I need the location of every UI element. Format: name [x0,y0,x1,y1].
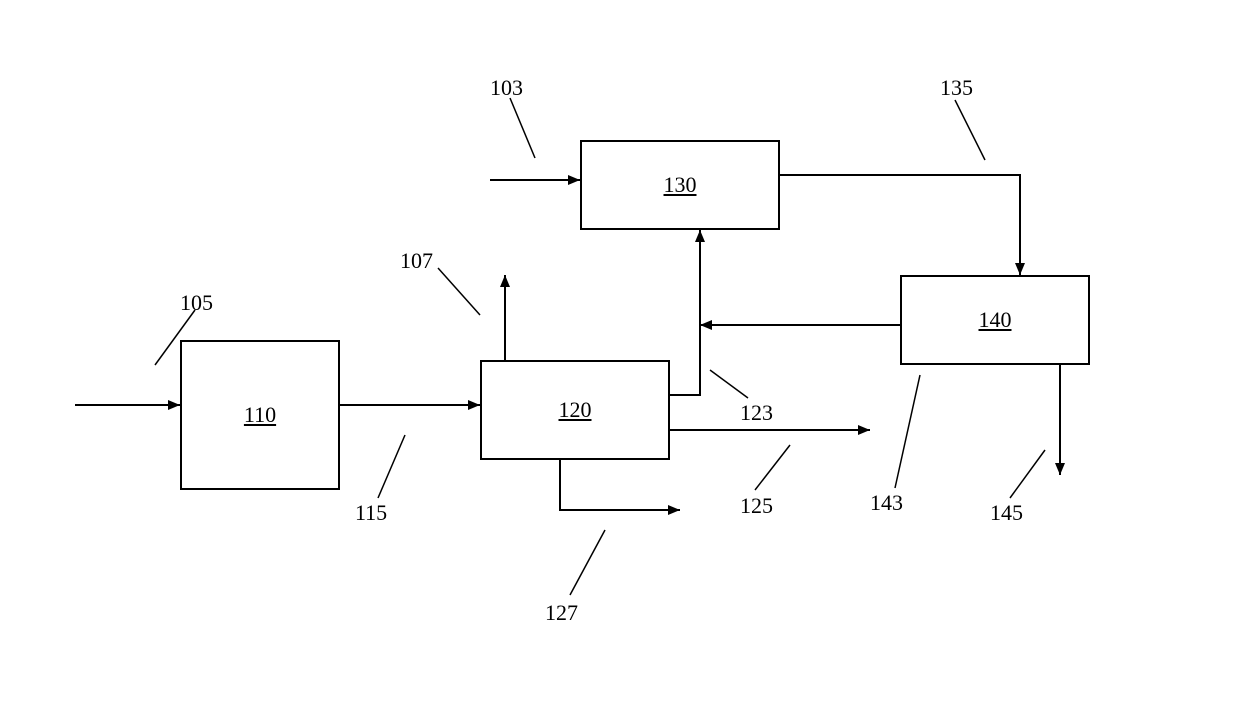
callout-leader-c135 [955,100,985,160]
callout-label-c105: 105 [180,290,213,316]
callout-leader-c123 [710,370,748,398]
node-label-n110: 110 [244,402,276,428]
node-n110: 110 [180,340,340,490]
node-label-n140: 140 [979,307,1012,333]
callout-leader-c125 [755,445,790,490]
callout-label-c135: 135 [940,75,973,101]
node-label-n120: 120 [559,397,592,423]
diagram-stage: 110 120 130 140 105 107 103 115 123 125 127 135 143 1… [0,0,1240,724]
callout-leader-c145 [1010,450,1045,498]
callout-leader-c143 [895,375,920,488]
node-n140: 140 [900,275,1090,365]
callout-leader-c107 [438,268,480,315]
callout-leader-c103 [510,98,535,158]
callout-label-c125: 125 [740,493,773,519]
node-n120: 120 [480,360,670,460]
edge-e123 [670,230,700,395]
edge-e127 [560,460,680,510]
node-label-n130: 130 [664,172,697,198]
callout-label-c107: 107 [400,248,433,274]
edge-e135 [780,175,1020,275]
callout-label-c103: 103 [490,75,523,101]
callout-label-c115: 115 [355,500,387,526]
callout-leader-c127 [570,530,605,595]
callout-label-c123: 123 [740,400,773,426]
callout-label-c145: 145 [990,500,1023,526]
callout-leader-c115 [378,435,405,498]
callout-label-c143: 143 [870,490,903,516]
node-n130: 130 [580,140,780,230]
callout-label-c127: 127 [545,600,578,626]
